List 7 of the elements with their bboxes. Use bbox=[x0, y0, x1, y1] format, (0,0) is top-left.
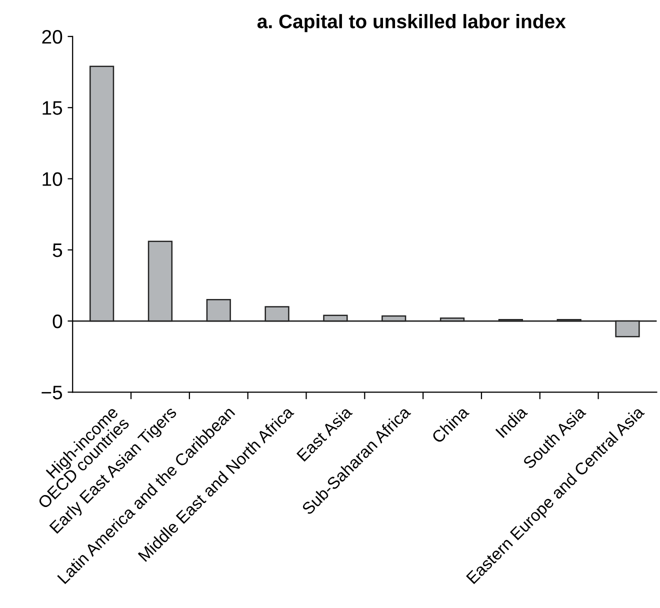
y-tick-label: 10 bbox=[42, 172, 62, 186]
y-tick-label: 20 bbox=[42, 30, 62, 44]
y-tick-label: 0 bbox=[52, 314, 62, 328]
y-tick-label: 5 bbox=[52, 244, 62, 258]
y-tick-label: 15 bbox=[42, 101, 62, 115]
chart-title: a. Capital to unskilled labor index bbox=[257, 14, 566, 32]
y-tick-label: −5 bbox=[42, 386, 62, 400]
